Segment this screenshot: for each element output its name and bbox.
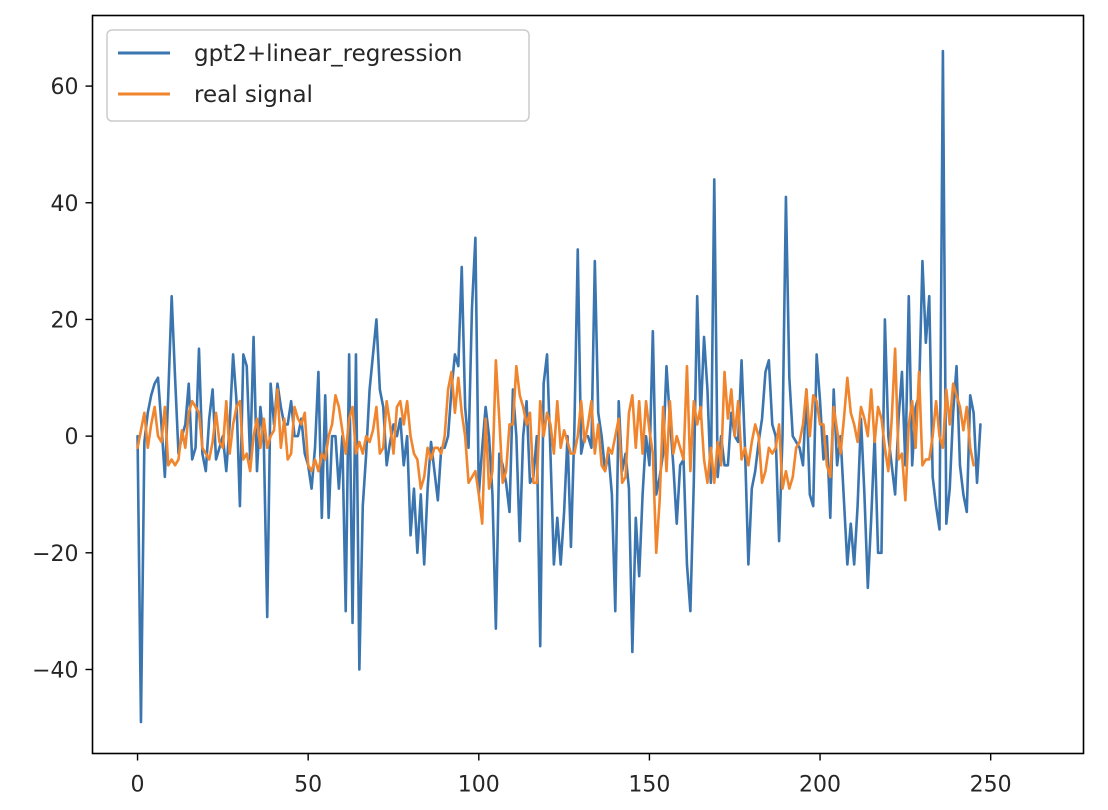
legend: gpt2+linear_regression real signal <box>106 29 530 122</box>
y-tick-label: 0 <box>65 425 79 450</box>
y-tick-label: 60 <box>51 75 79 100</box>
y-tick-label: 40 <box>51 192 79 217</box>
y-tick-label: −20 <box>32 542 78 567</box>
x-tick-label: 100 <box>458 773 500 798</box>
x-tick-label: 0 <box>131 773 145 798</box>
axes-frame <box>91 14 1085 755</box>
series-line-real-signal <box>136 347 975 555</box>
x-tick-label: 150 <box>628 773 670 798</box>
x-tick-label: 250 <box>970 773 1012 798</box>
x-tick-label: 50 <box>294 773 322 798</box>
y-tick-label: 20 <box>51 308 79 333</box>
y-axis: −40 −20 0 20 40 60 <box>32 75 93 683</box>
y-tick-label: −40 <box>32 658 78 683</box>
legend-label-real-signal: real signal <box>194 82 313 108</box>
plot-area <box>136 49 982 724</box>
x-axis: 0 50 100 150 200 250 <box>131 753 1012 798</box>
legend-box <box>106 29 530 122</box>
legend-label-gpt2-linear-regression: gpt2+linear_regression <box>194 41 463 67</box>
x-tick-label: 200 <box>799 773 841 798</box>
